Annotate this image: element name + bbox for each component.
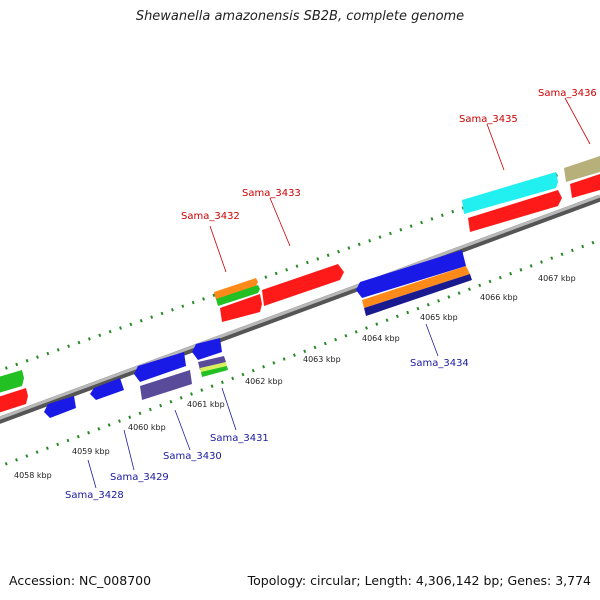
gene-label[interactable]: Sama_3428 bbox=[65, 490, 124, 501]
kbp-label: 4063 kbp bbox=[303, 355, 341, 364]
gene-label[interactable]: Sama_3433 bbox=[242, 188, 301, 199]
kbp-label: 4059 kbp bbox=[72, 447, 110, 456]
reverse-gene-block[interactable] bbox=[192, 338, 222, 360]
reverse-gene-block[interactable] bbox=[44, 396, 76, 418]
map-title: Shewanella amazonensis SB2B, complete ge… bbox=[135, 9, 465, 24]
reverse-gene-block[interactable] bbox=[200, 362, 227, 373]
forward-gene-block[interactable] bbox=[0, 370, 24, 394]
kbp-scale-labels: 4058 kbp 4059 kbp 4060 kbp 4061 kbp 4062… bbox=[14, 274, 576, 480]
kbp-label: 4064 kbp bbox=[362, 334, 400, 343]
accession-text: Accession: NC_008700 bbox=[9, 573, 152, 588]
genome-backbone bbox=[0, 194, 600, 424]
reverse-gene-block[interactable] bbox=[90, 378, 124, 400]
forward-gene-block[interactable] bbox=[216, 285, 260, 306]
gene-label[interactable]: Sama_3436 bbox=[538, 88, 597, 99]
kbp-label: 4066 kbp bbox=[480, 293, 518, 302]
forward-gene-block[interactable] bbox=[564, 156, 600, 182]
forward-gene-block[interactable] bbox=[462, 172, 558, 214]
inner-tick-track bbox=[0, 238, 600, 468]
gene-label[interactable]: Sama_3434 bbox=[410, 358, 469, 369]
reverse-gene-block[interactable] bbox=[198, 356, 226, 370]
kbp-label: 4058 kbp bbox=[14, 471, 52, 480]
forward-gene-block[interactable] bbox=[468, 190, 562, 232]
kbp-label: 4065 kbp bbox=[420, 313, 458, 322]
gene-label[interactable]: Sama_3430 bbox=[163, 451, 222, 462]
reverse-strand-features bbox=[44, 250, 472, 418]
reverse-gene-block[interactable] bbox=[140, 370, 192, 400]
reverse-gene-block[interactable] bbox=[134, 352, 186, 382]
gene-label-connectors bbox=[87, 97, 591, 489]
genome-summary-text: Topology: circular; Length: 4,306,142 bp… bbox=[247, 573, 591, 588]
forward-gene-block[interactable] bbox=[570, 174, 600, 198]
gene-label[interactable]: Sama_3432 bbox=[181, 211, 240, 222]
reverse-gene-labels: Sama_3428 Sama_3429 Sama_3430 Sama_3431 … bbox=[65, 358, 469, 501]
forward-gene-block[interactable] bbox=[0, 388, 28, 414]
gene-label[interactable]: Sama_3435 bbox=[459, 114, 518, 125]
reverse-gene-block[interactable] bbox=[362, 266, 470, 308]
reverse-gene-block[interactable] bbox=[356, 250, 466, 298]
forward-gene-block[interactable] bbox=[220, 294, 262, 322]
kbp-label: 4067 kbp bbox=[538, 274, 576, 283]
gene-label[interactable]: Sama_3431 bbox=[210, 433, 269, 444]
kbp-label: 4062 kbp bbox=[245, 377, 283, 386]
outer-tick-track bbox=[0, 158, 600, 372]
gene-label[interactable]: Sama_3429 bbox=[110, 472, 169, 483]
kbp-label: 4061 kbp bbox=[187, 400, 225, 409]
kbp-label: 4060 kbp bbox=[128, 423, 166, 432]
reverse-gene-block[interactable] bbox=[364, 274, 472, 316]
reverse-gene-block[interactable] bbox=[201, 366, 228, 377]
forward-gene-block[interactable] bbox=[214, 278, 258, 300]
forward-gene-block[interactable] bbox=[262, 264, 344, 306]
forward-strand-features bbox=[0, 156, 600, 414]
forward-gene-labels: Sama_3432 Sama_3433 Sama_3435 Sama_3436 bbox=[181, 88, 597, 222]
